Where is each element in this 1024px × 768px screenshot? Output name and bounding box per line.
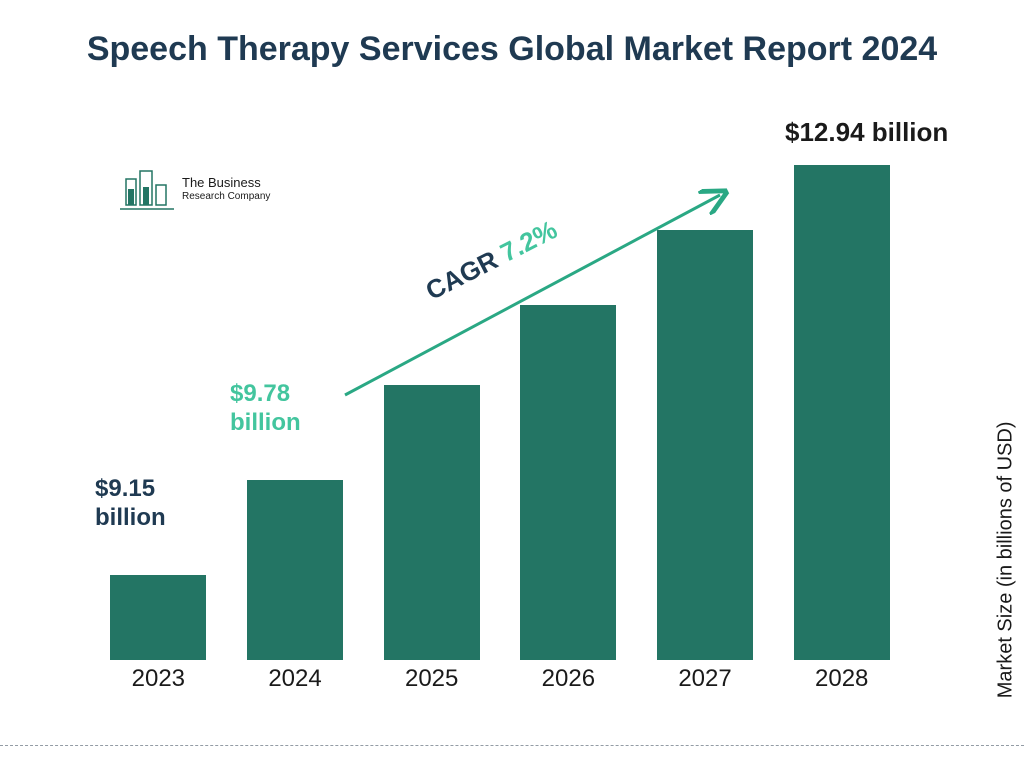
bar-2023	[110, 575, 206, 660]
x-label: 2025	[363, 665, 500, 693]
bar-2028	[794, 165, 890, 660]
value-label-2024: $9.78 billion	[230, 380, 301, 438]
bar-2024	[247, 480, 343, 660]
chart-plot-area	[90, 160, 910, 660]
bar-group	[90, 160, 910, 660]
bottom-divider	[0, 745, 1024, 746]
bar-2027	[657, 230, 753, 660]
x-axis-labels: 2023 2024 2025 2026 2027 2028	[90, 665, 910, 693]
bar-2025	[384, 385, 480, 660]
y-axis-label: Market Size (in billions of USD)	[995, 422, 1018, 699]
x-label: 2027	[637, 665, 774, 693]
value-label-2028: $12.94 billion	[785, 117, 948, 148]
x-label: 2026	[500, 665, 637, 693]
x-label: 2028	[773, 665, 910, 693]
chart-title: Speech Therapy Services Global Market Re…	[0, 0, 1024, 71]
x-label: 2024	[227, 665, 364, 693]
x-label: 2023	[90, 665, 227, 693]
value-label-2023: $9.15 billion	[95, 475, 166, 533]
bar-2026	[520, 305, 616, 660]
